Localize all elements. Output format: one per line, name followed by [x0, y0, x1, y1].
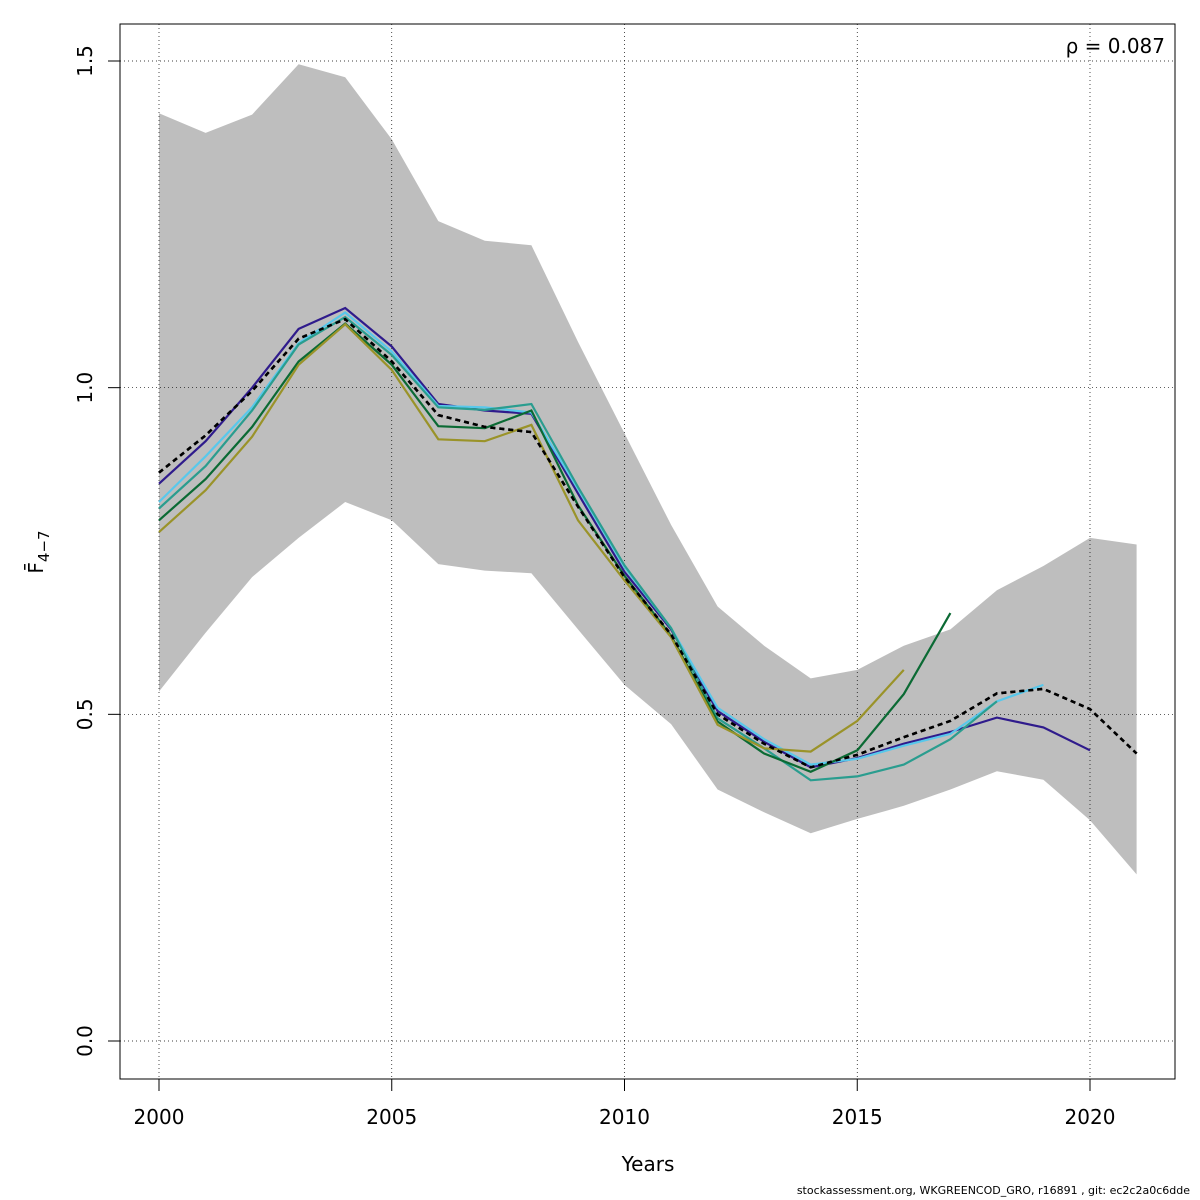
y-axis-title-subscript: 4−7 [35, 530, 53, 562]
footer-credit: stockassessment.org, WKGREENCOD_GRO, r16… [796, 1184, 1190, 1197]
y-axis-title: F̄4−7 [23, 530, 53, 573]
series-line-3 [158, 315, 998, 782]
x-tick-label: 2010 [599, 1105, 650, 1129]
y-axis-title-group: F̄4−7 [23, 530, 53, 573]
y-axis-title-main: F̄ [23, 562, 48, 574]
confidence-band-layer [159, 64, 1137, 875]
y-tick-label: 0.0 [73, 1025, 97, 1057]
confidence-band [159, 64, 1137, 875]
x-axis-title: Years [621, 1152, 675, 1176]
rho-annotation: ρ = 0.087 [1066, 34, 1165, 58]
y-tick-label: 0.5 [73, 698, 97, 730]
series-line-4 [158, 322, 952, 773]
y-axis: 0.0 0.5 1.0 1.5 [73, 45, 121, 1057]
x-tick-label: 2005 [366, 1105, 417, 1129]
y-tick-label: 1.5 [73, 45, 97, 77]
series-layer [158, 306, 1138, 782]
x-tick-label: 2020 [1065, 1105, 1116, 1129]
x-tick-label: 2015 [832, 1105, 883, 1129]
y-tick-label: 1.0 [73, 372, 97, 404]
x-axis: 2000 2005 2010 2015 2020 [134, 1078, 1116, 1129]
series-line-1 [158, 306, 1091, 769]
series-line-reference [158, 317, 1138, 769]
x-tick-label: 2000 [134, 1105, 185, 1129]
series-line-5 [158, 322, 905, 753]
